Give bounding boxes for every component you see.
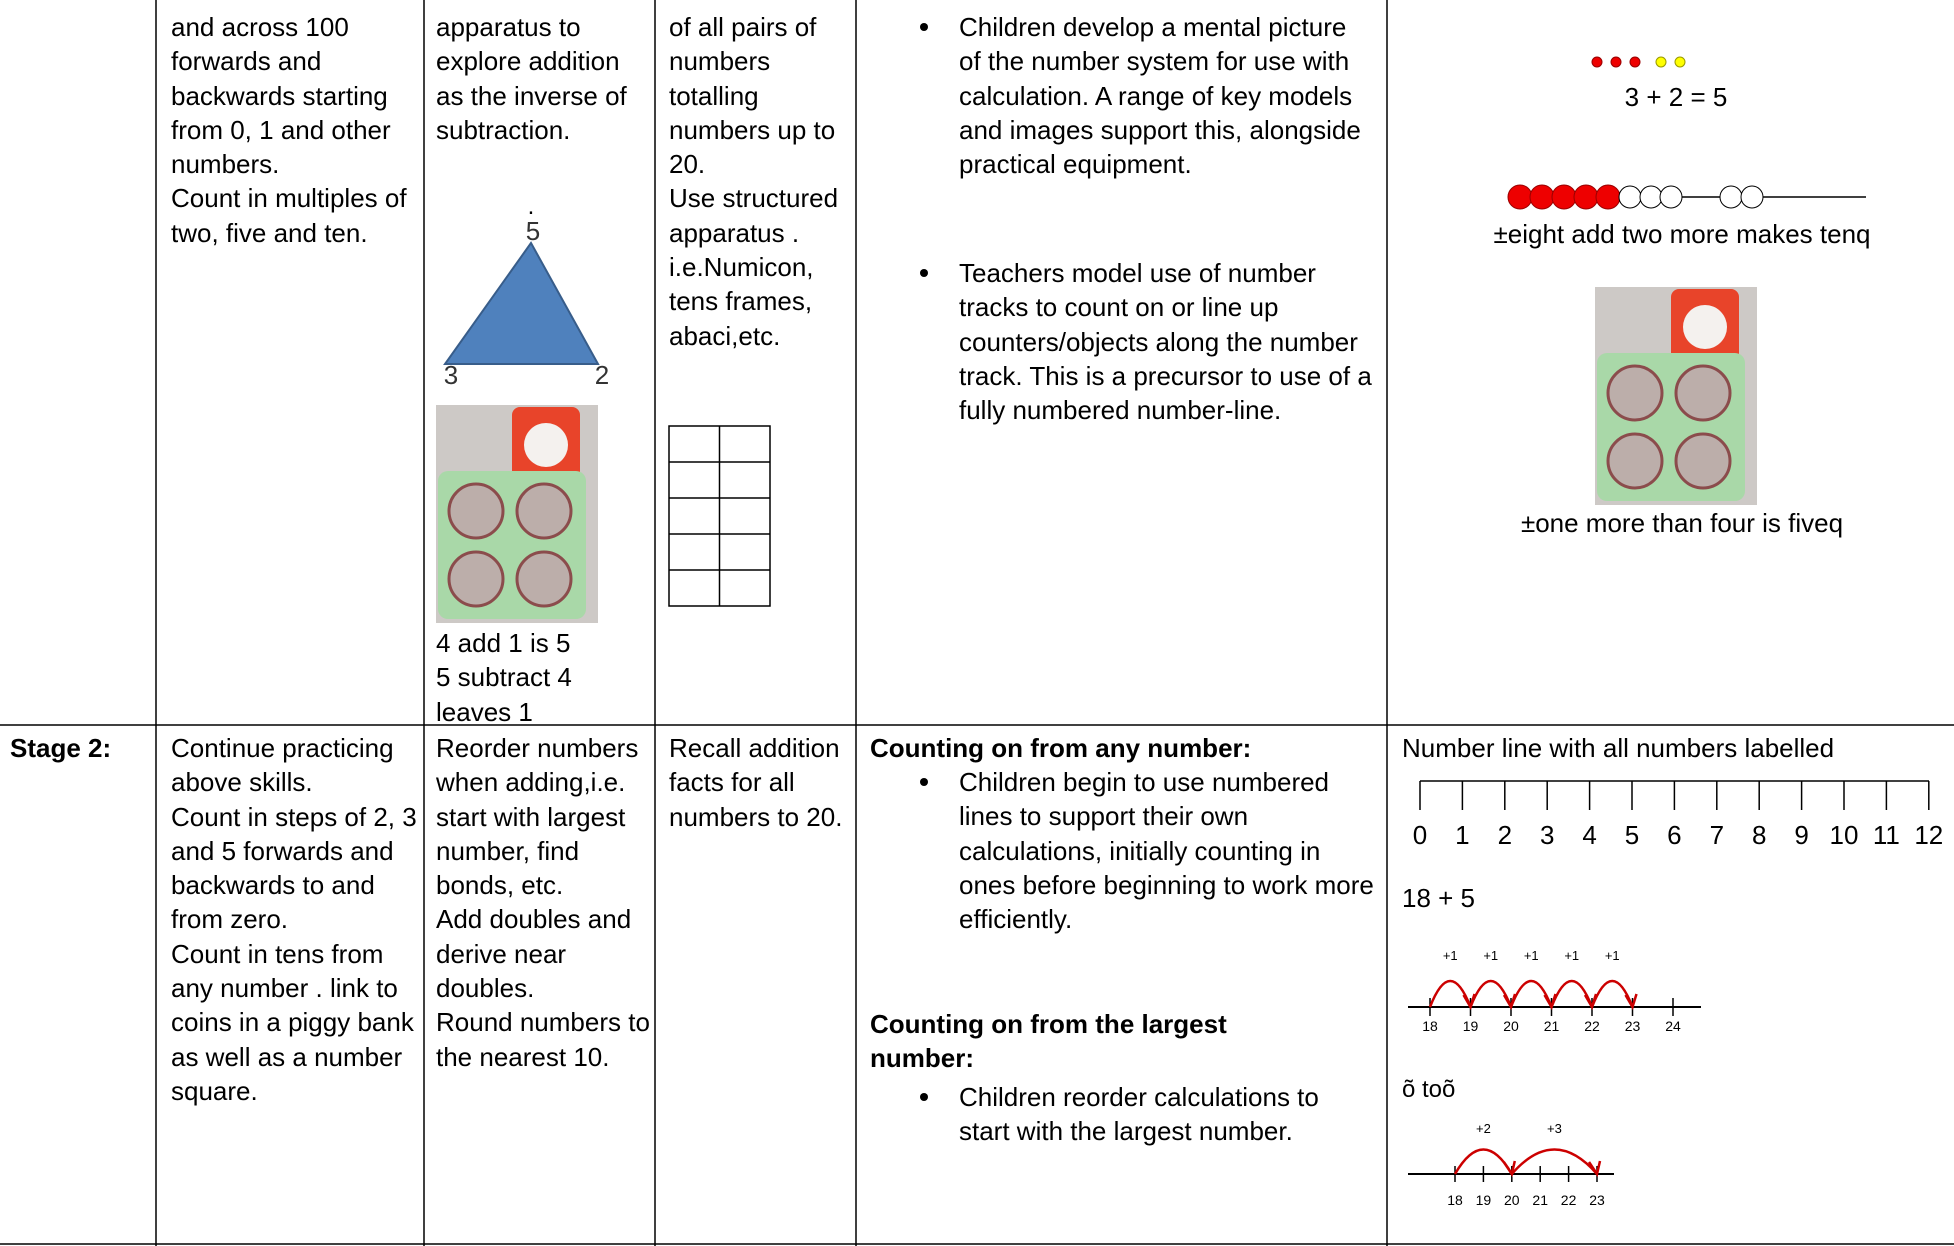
number-label: 7 — [1710, 820, 1724, 850]
number-label: 23 — [1589, 1192, 1605, 1208]
paragraph: Count in steps of 2, 3 and 5 forwards an… — [171, 801, 417, 935]
number-label: 0 — [1413, 820, 1427, 850]
number-label: 5 — [1625, 820, 1639, 850]
paragraph: Recall addition facts for all numbers to… — [669, 733, 843, 832]
number-line-title: Number line with all numbers labelled — [1402, 733, 1834, 763]
number-label: 20 — [1503, 1018, 1519, 1034]
jump-arc — [1428, 979, 1472, 1008]
jump-arc — [1590, 979, 1634, 1008]
paragraph: Round numbers to the nearest 10. — [436, 1007, 650, 1072]
number-label: 3 — [1540, 820, 1554, 850]
number-label: 19 — [1463, 1018, 1479, 1034]
caption: 4 add 1 is 5 5 subtract 4 leaves 1 — [436, 626, 648, 729]
number-label: 22 — [1584, 1018, 1600, 1034]
number-label: 23 — [1625, 1018, 1641, 1034]
jump-label: +1 — [1564, 948, 1579, 963]
number-label: 21 — [1544, 1018, 1560, 1034]
jump-arc — [1469, 979, 1513, 1008]
cell-text: Continue practicing above skills. Count … — [171, 731, 421, 1108]
number-label: 1 — [1455, 820, 1469, 850]
bullet: Children begin to use numbered lines to … — [920, 765, 1374, 936]
cell-text: Recall addition facts for all numbers to… — [669, 731, 844, 834]
paragraph: Count in multiples of two, five and ten. — [171, 183, 407, 248]
number-label: 19 — [1476, 1192, 1492, 1208]
paragraph: of all pairs of numbers totalling number… — [669, 12, 836, 180]
jump-label: +1 — [1483, 948, 1498, 963]
arrow-head — [1587, 1160, 1602, 1178]
bullet: Children reorder calculations to start w… — [920, 1080, 1359, 1149]
note: õ toõ — [1402, 1076, 1455, 1103]
paragraph: Use structured apparatus . i.e.Numicon, … — [669, 183, 839, 351]
bead-string — [1507, 184, 1866, 210]
paragraph: Continue practicing above skills. — [171, 733, 394, 798]
bead-caption: ±eight add two more makes tenq — [1493, 219, 1870, 249]
number-label: 4 — [1582, 820, 1596, 850]
number-label: 24 — [1665, 1018, 1681, 1034]
jump-arc — [1509, 979, 1553, 1008]
heading: Counting on from the largest number: — [870, 1009, 1227, 1074]
tens-frame — [668, 425, 771, 607]
sum: 18 + 5 — [1402, 883, 1475, 913]
cell-text: Reorder numbers when adding,i.e. start w… — [436, 731, 651, 1074]
jump-label: +1 — [1524, 948, 1539, 963]
photo-caption: ±one more than four is fiveq — [1521, 508, 1843, 538]
triangle-right: 2 — [595, 360, 609, 390]
number-label: 10 — [1830, 820, 1859, 850]
cell-text: of all pairs of numbers totalling number… — [669, 10, 849, 353]
jump-line-group: 18 19 20 21 22 23 24 +1 +1 +1 +1 +1 — [1422, 948, 1681, 1034]
stage-label: Stage 2: — [10, 733, 112, 763]
counters — [1591, 56, 1686, 68]
jump-label: +1 — [1605, 948, 1620, 963]
numicon-photo — [434, 403, 600, 625]
number-label: 20 — [1504, 1192, 1520, 1208]
bullet: Children develop a mental picture of the… — [920, 10, 1374, 181]
number-label: 6 — [1667, 820, 1681, 850]
heading: Counting on from any number: — [870, 733, 1252, 763]
triangle-top: 5 — [526, 216, 540, 246]
number-label: 22 — [1561, 1192, 1577, 1208]
number-label: 18 — [1447, 1192, 1463, 1208]
cell-text: and across 100 forwards and backwards st… — [171, 10, 416, 250]
number-label: 18 — [1422, 1018, 1438, 1034]
caption-line: 4 add 1 is 5 — [436, 628, 571, 658]
number-label: 9 — [1794, 820, 1808, 850]
arrow-head — [1624, 993, 1638, 1011]
paragraph: Reorder numbers when adding,i.e. start w… — [436, 733, 639, 901]
triangle-dot: . — [528, 193, 535, 220]
big-jump-group: 18 19 20 21 22 23 +2 +3 — [1447, 1121, 1605, 1208]
jump-label: +2 — [1476, 1121, 1491, 1136]
paragraph: and across 100 forwards and backwards st… — [171, 12, 391, 180]
triangle-left: 3 — [444, 360, 458, 390]
cell-text: apparatus to explore addition as the inv… — [436, 10, 648, 147]
paragraph: apparatus to explore addition as the inv… — [436, 12, 627, 145]
jump-arc — [1510, 1148, 1598, 1175]
caption-line: 5 subtract 4 leaves 1 — [436, 662, 572, 727]
paragraph: Count in tens from any number . link to … — [171, 938, 414, 1106]
number-label: 11 — [1873, 820, 1900, 850]
number-label: 21 — [1532, 1192, 1548, 1208]
equation: 3 + 2 = 5 — [1625, 82, 1728, 112]
number-label: 12 — [1914, 820, 1943, 850]
jump-label: +1 — [1443, 948, 1458, 963]
jump-label: +3 — [1547, 1121, 1562, 1136]
bullet: Teachers model use of number tracks to c… — [920, 256, 1374, 427]
triangle — [443, 241, 600, 365]
number-label: 2 — [1498, 820, 1512, 850]
number-line-group: 0 1 2 3 4 5 6 7 8 9 10 11 12 — [1413, 781, 1943, 850]
number-label: 8 — [1752, 820, 1766, 850]
paragraph: Add doubles and derive near doubles. — [436, 904, 632, 1004]
numicon-photo — [1593, 285, 1759, 507]
jump-arc — [1550, 979, 1594, 1008]
